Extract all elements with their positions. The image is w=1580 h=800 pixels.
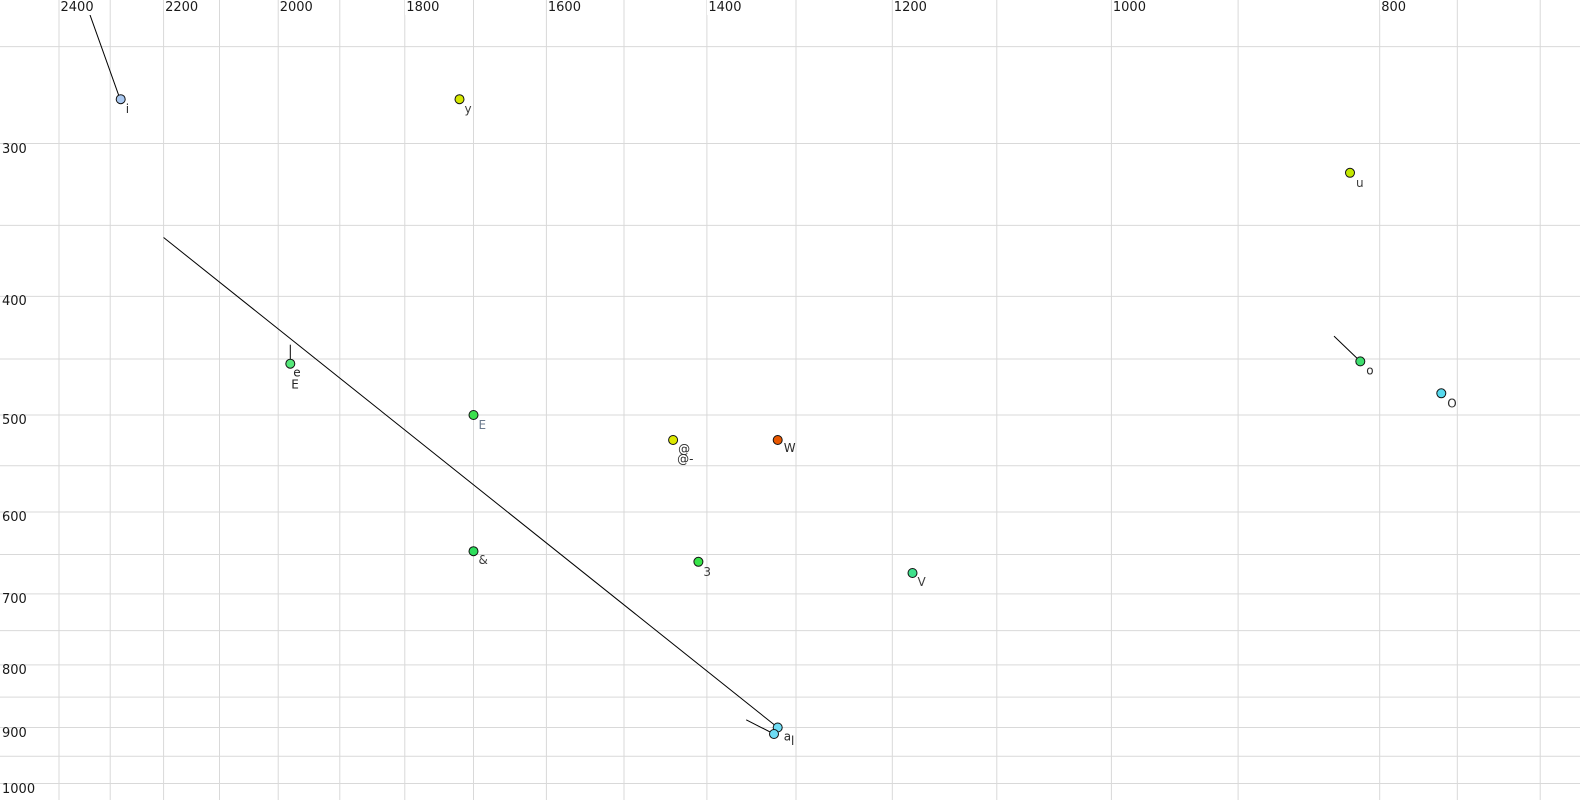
point-label-V: V (918, 575, 927, 589)
point-label-u: u (1356, 176, 1364, 190)
point-label-l: l (791, 734, 794, 748)
y-tick-label-600: 600 (2, 510, 27, 525)
point-label-i: i (126, 102, 129, 116)
x-tick-label-1200: 1200 (892, 0, 929, 15)
point-label-3: 3 (703, 565, 711, 579)
leader-line-o (1333, 335, 1361, 362)
leader-line-l (745, 719, 775, 735)
point-label-O: O (1447, 396, 1456, 410)
data-point-V[interactable] (907, 568, 918, 578)
long-diagonal-line (163, 237, 779, 728)
data-point-i[interactable] (115, 94, 126, 105)
point-label-@: @ (678, 442, 690, 456)
y-tick-label-500: 500 (2, 413, 27, 428)
data-point-&[interactable] (468, 546, 479, 557)
y-tick-label-300: 300 (2, 141, 27, 157)
leader-line-i (87, 8, 121, 100)
data-point-u[interactable] (1345, 167, 1355, 178)
data-point-o[interactable] (1355, 356, 1366, 367)
data-point-3[interactable] (693, 556, 704, 567)
x-tick-label-1400: 1400 (707, 0, 744, 15)
data-point-E[interactable] (468, 410, 479, 420)
y-tick-label-900: 900 (2, 725, 27, 741)
y-tick-label-1000: 1000 (2, 781, 36, 797)
data-point-l[interactable] (769, 729, 779, 739)
point-label-e: e (293, 366, 300, 380)
point-label-W: W (784, 441, 796, 455)
y-tick-label-700: 700 (2, 591, 27, 607)
data-point-y[interactable] (454, 94, 465, 105)
data-point-W[interactable] (772, 435, 783, 445)
point-label-a: a (784, 730, 791, 744)
x-tick-label-2200: 2200 (164, 0, 201, 15)
point-label2-@: @- (677, 452, 693, 466)
point-label-&: & (479, 553, 488, 567)
x-tick-label-2000: 2000 (278, 0, 315, 15)
data-point-e[interactable] (285, 358, 296, 369)
point-label2-e: E (291, 378, 299, 392)
y-tick-label-800: 800 (2, 662, 27, 678)
point-label-o: o (1366, 363, 1373, 377)
x-tick-label-1000: 1000 (1111, 0, 1148, 15)
y-tick-label-400: 400 (2, 294, 27, 310)
point-label-y: y (465, 102, 472, 116)
x-tick-label-800: 800 (1380, 0, 1409, 15)
point-label-E: E (479, 418, 487, 432)
x-tick-label-1800: 1800 (405, 0, 442, 15)
x-tick-label-1600: 1600 (546, 0, 583, 15)
data-point-O[interactable] (1436, 388, 1447, 399)
x-tick-label-2400: 2400 (59, 0, 96, 15)
data-point-@[interactable] (668, 435, 679, 445)
